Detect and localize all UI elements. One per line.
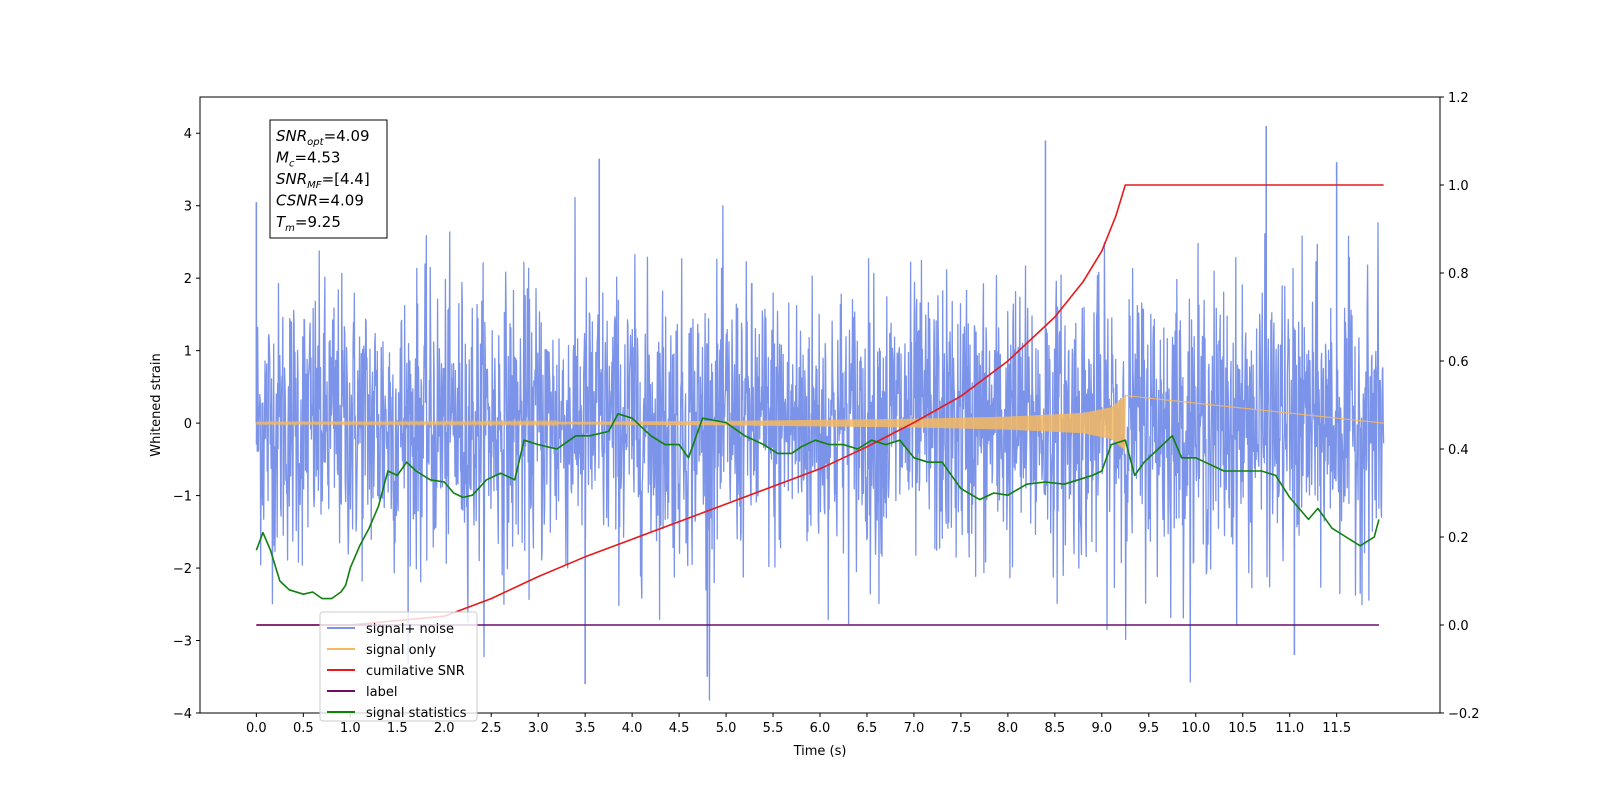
signal-noise-layer — [255, 125, 1385, 701]
x-tick-label-19: 9.5 — [1138, 721, 1159, 736]
x-tick-label-6: 3.0 — [528, 721, 549, 736]
x-tick-label-4: 2.0 — [434, 721, 455, 736]
x-tick-label-9: 4.5 — [669, 721, 690, 736]
x-tick-label-11: 5.5 — [763, 721, 784, 736]
plot-area — [255, 125, 1385, 701]
x-tick-label-20: 10.0 — [1181, 721, 1210, 736]
x-tick-label-3: 1.5 — [387, 721, 408, 736]
y-axis-right: −0.2 0.0 0.2 0.4 0.6 0.8 1.0 1.2 — [1440, 91, 1480, 722]
y2-tick-label-3: 0.4 — [1448, 443, 1469, 458]
y-axis-title: Whitened strain — [149, 353, 164, 456]
annotation-line-4: Tm=9.25 — [276, 213, 341, 234]
legend-label-2: cumilative SNR — [366, 664, 465, 679]
y2-tick-label-7: 1.2 — [1448, 91, 1469, 106]
signal-only-layer — [255, 394, 1384, 451]
legend-label-1: signal only — [366, 643, 436, 658]
legend-label-3: label — [366, 685, 397, 700]
y2-tick-label-6: 1.0 — [1448, 179, 1469, 194]
x-tick-label-22: 11.0 — [1275, 721, 1304, 736]
x-tick-label-8: 4.0 — [622, 721, 643, 736]
y2-tick-label-0: −0.2 — [1448, 707, 1480, 722]
y-tick-label-1: −3 — [173, 635, 192, 650]
series-signal-noise-line — [255, 196, 1385, 701]
x-axis-title: Time (s) — [793, 744, 847, 759]
y2-tick-label-5: 0.8 — [1448, 267, 1469, 282]
legend: signal+ noise signal only cumilative SNR la… — [319, 611, 478, 722]
x-tick-label-1: 0.5 — [293, 721, 314, 736]
series-signal-statistics-line — [255, 413, 1380, 600]
y-tick-label-5: 1 — [184, 345, 192, 360]
annotation-line-0: SNRopt=4.09 — [276, 127, 370, 148]
x-tick-label-0: 0.0 — [246, 721, 267, 736]
x-tick-label-2: 1.0 — [340, 721, 361, 736]
y-tick-label-7: 3 — [184, 200, 192, 215]
x-tick-label-17: 8.5 — [1045, 721, 1066, 736]
x-tick-label-23: 11.5 — [1322, 721, 1351, 736]
legend-label-4: signal statistics — [366, 706, 467, 721]
y-tick-label-6: 2 — [184, 272, 192, 287]
y2-tick-label-1: 0.0 — [1448, 619, 1469, 634]
x-tick-label-13: 6.5 — [857, 721, 878, 736]
y-tick-label-2: −2 — [173, 562, 192, 577]
x-tick-label-18: 9.0 — [1091, 721, 1112, 736]
y-tick-label-0: −4 — [173, 707, 192, 722]
series-cumilative-snr-line — [256, 184, 1384, 626]
series-signal-only-line — [255, 394, 1384, 451]
annotation-line-3: CSNR=4.09 — [276, 192, 364, 210]
annotation-frame — [269, 119, 388, 239]
y-tick-label-8: 4 — [184, 127, 192, 142]
y2-tick-label-2: 0.2 — [1448, 531, 1469, 546]
x-tick-label-21: 10.5 — [1228, 721, 1257, 736]
y2-tick-label-4: 0.6 — [1448, 355, 1469, 370]
legend-items: signal+ noise signal only cumilative SNR la… — [327, 622, 467, 721]
annotation-line-2: SNRMF=[4.4] — [276, 170, 370, 191]
y-axis-left: −4 −3 −2 −1 0 1 2 3 4 — [173, 127, 200, 722]
annotation-line-1: Mc=4.53 — [276, 149, 340, 170]
legend-label-0: signal+ noise — [366, 622, 454, 637]
x-tick-label-10: 5.0 — [716, 721, 737, 736]
x-tick-label-12: 6.0 — [810, 721, 831, 736]
x-tick-label-14: 7.0 — [904, 721, 925, 736]
x-tick-label-5: 2.5 — [481, 721, 502, 736]
x-tick-label-7: 3.5 — [575, 721, 596, 736]
y-tick-label-3: −1 — [173, 490, 192, 505]
legend-frame — [319, 611, 478, 722]
x-tick-label-15: 7.5 — [951, 721, 972, 736]
x-tick-label-16: 8.0 — [998, 721, 1019, 736]
y-tick-label-4: 0 — [184, 417, 192, 432]
